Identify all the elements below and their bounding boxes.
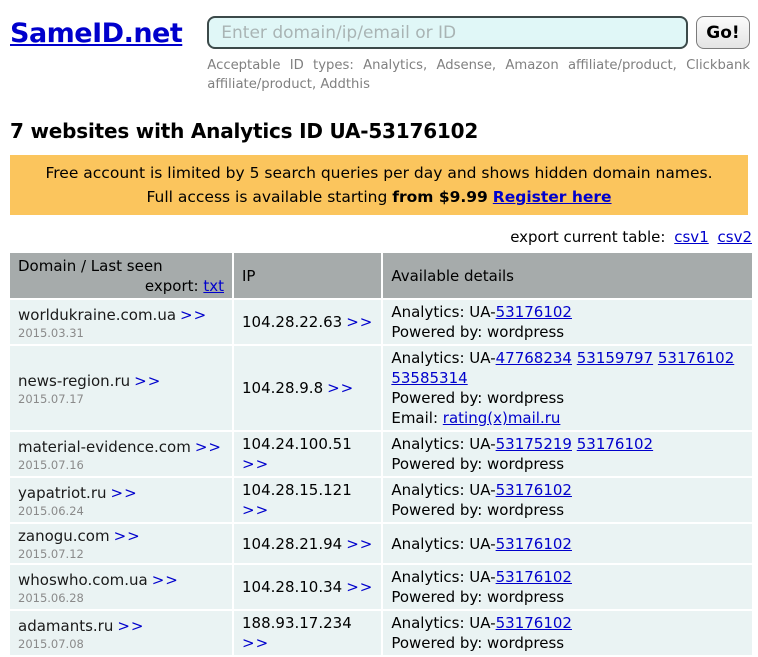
domain-details-link[interactable]: >> [194, 437, 222, 456]
export-csv2-link[interactable]: csv2 [717, 228, 752, 246]
analytics-id-link[interactable]: 53176102 [657, 349, 735, 367]
analytics-label: Analytics: UA- [391, 303, 496, 321]
analytics-id-link[interactable]: 53176102 [495, 568, 572, 586]
search-row: Go! [207, 16, 750, 49]
analytics-id-link[interactable]: 53176102 [576, 435, 654, 453]
last-seen-date: 2015.07.12 [18, 547, 84, 561]
ip-text: 188.93.17.234 [242, 614, 352, 632]
analytics-id-link[interactable]: 53585314 [391, 369, 468, 387]
table-header-row: Domain / Last seen export: txt IP Availa… [10, 253, 752, 298]
banner-price-text: from $9.99 [392, 188, 488, 206]
domain-text: whoswho.com.ua [18, 570, 148, 589]
domain-text: zanogu.com [18, 527, 110, 545]
last-seen-date: 2015.07.17 [18, 391, 84, 406]
column-header-ip: IP [234, 253, 382, 298]
results-table: Domain / Last seen export: txt IP Availa… [8, 251, 754, 657]
analytics-id-link[interactable]: 53176102 [495, 481, 572, 499]
domain-details-link[interactable]: >> [180, 305, 208, 324]
table-row: zanogu.com >> 2015.07.12 104.28.21.94 >> A… [10, 524, 752, 563]
email-label: Email: [391, 409, 439, 427]
domain-text: yapatriot.ru [18, 483, 107, 502]
ip-details-link[interactable]: >> [242, 501, 270, 519]
powered-by-text: Powered by: wordpress [391, 455, 565, 473]
export-txt-link[interactable]: txt [203, 277, 224, 295]
analytics-label: Analytics: UA- [391, 568, 496, 586]
ip-details-link[interactable]: >> [327, 379, 355, 397]
column-header-domain: Domain / Last seen export: txt [10, 253, 232, 298]
analytics-id-link[interactable]: 53175219 [495, 435, 572, 453]
email-link[interactable]: rating(x)mail.ru [442, 409, 561, 427]
domain-details-link[interactable]: >> [113, 527, 141, 545]
last-seen-date: 2015.03.31 [18, 325, 84, 340]
analytics-label: Analytics: UA- [391, 534, 496, 553]
last-seen-date: 2015.07.08 [18, 636, 84, 651]
analytics-id-link[interactable]: 53176102 [495, 614, 572, 632]
site-logo-link[interactable]: SameID.net [10, 18, 183, 49]
domain-details-link[interactable]: >> [134, 371, 162, 390]
banner-line2-text: Full access is available starting [146, 188, 388, 206]
column-header-details: Available details [383, 253, 752, 298]
go-button[interactable]: Go! [696, 16, 750, 49]
ip-details-link[interactable]: >> [346, 534, 374, 553]
analytics-id-link[interactable]: 47768234 [495, 349, 572, 367]
export-label: export: [144, 277, 199, 295]
powered-by-text: Powered by: wordpress [391, 501, 565, 519]
export-bar: export current table: csv1 csv2 [10, 228, 752, 246]
table-row: news-region.ru >> 2015.07.17 104.28.9.8 >>… [10, 346, 752, 430]
domain-text: adamants.ru [18, 616, 114, 635]
ip-details-link[interactable]: >> [346, 313, 374, 331]
search-area: Go! Acceptable ID types: Analytics, Adse… [207, 16, 750, 94]
powered-by-text: Powered by: wordpress [391, 389, 565, 407]
ip-details-link[interactable]: >> [242, 634, 270, 652]
domain-text: news-region.ru [18, 371, 131, 390]
banner-line2: Full access is available starting from $… [18, 185, 740, 209]
last-seen-date: 2015.06.28 [18, 590, 84, 605]
register-link[interactable]: Register here [492, 188, 612, 206]
last-seen-date: 2015.07.16 [18, 457, 84, 472]
ip-details-link[interactable]: >> [242, 455, 270, 473]
ip-text: 104.28.21.94 [242, 534, 343, 553]
ip-text: 104.28.10.34 [242, 578, 343, 596]
banner-line1: Free account is limited by 5 search quer… [45, 164, 713, 182]
acceptable-id-types-text: Acceptable ID types: Analytics, Adsense,… [207, 58, 750, 92]
domain-details-link[interactable]: >> [117, 616, 145, 635]
analytics-label: Analytics: UA- [391, 614, 496, 632]
table-row: yapatriot.ru >> 2015.06.24 104.28.15.121 >… [10, 478, 752, 522]
analytics-id-link[interactable]: 53159797 [576, 349, 654, 367]
export-txt-area: export: txt [18, 277, 224, 295]
top-bar: SameID.net Go! Acceptable ID types: Anal… [0, 0, 758, 94]
domain-details-link[interactable]: >> [110, 483, 138, 502]
powered-by-text: Powered by: wordpress [391, 323, 565, 341]
search-input[interactable] [207, 16, 688, 49]
domain-text: material-evidence.com [18, 437, 191, 456]
analytics-id-link[interactable]: 53176102 [495, 303, 572, 321]
free-account-banner: Free account is limited by 5 search quer… [10, 155, 748, 215]
analytics-id-link[interactable]: 53176102 [495, 534, 572, 553]
domain-header-label: Domain / Last seen [18, 257, 163, 275]
export-csv1-link[interactable]: csv1 [674, 228, 709, 246]
ip-text: 104.24.100.51 [242, 435, 352, 453]
analytics-label: Analytics: UA- [391, 435, 496, 453]
table-row: adamants.ru >> 2015.07.08 188.93.17.234 >>… [10, 611, 752, 655]
powered-by-text: Powered by: wordpress [391, 634, 565, 652]
ip-text: 104.28.15.121 [242, 481, 352, 499]
domain-details-link[interactable]: >> [151, 570, 179, 589]
analytics-label: Analytics: UA- [391, 349, 496, 367]
ip-text: 104.28.9.8 [242, 379, 324, 397]
page-title: 7 websites with Analytics ID UA-53176102 [10, 119, 479, 143]
table-row: material-evidence.com >> 2015.07.16 104.2… [10, 432, 752, 476]
table-row: worldukraine.com.ua >> 2015.03.31 104.28.… [10, 300, 752, 344]
export-table-label: export current table: [510, 228, 666, 246]
ip-text: 104.28.22.63 [242, 313, 343, 331]
powered-by-text: Powered by: wordpress [391, 588, 565, 606]
ip-details-link[interactable]: >> [346, 578, 374, 596]
last-seen-date: 2015.06.24 [18, 503, 84, 518]
analytics-label: Analytics: UA- [391, 481, 496, 499]
domain-text: worldukraine.com.ua [18, 305, 177, 324]
table-row: whoswho.com.ua >> 2015.06.28 104.28.10.34… [10, 565, 752, 609]
